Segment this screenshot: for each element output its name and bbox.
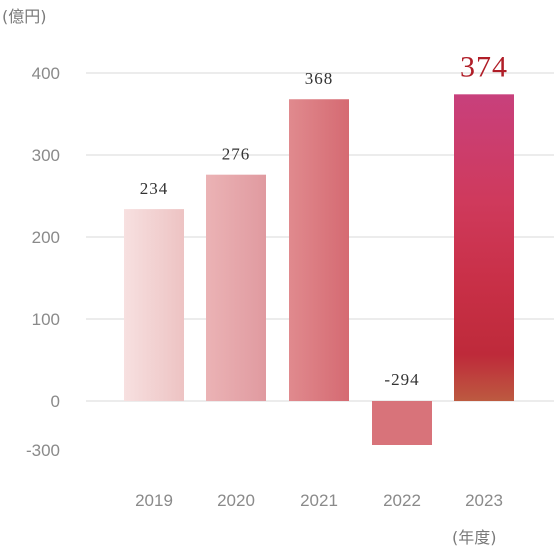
y-tick-label-200: 200 [32, 228, 60, 247]
bar-2019 [124, 209, 184, 401]
value-label-2019: 234 [140, 179, 169, 198]
bar-2023 [454, 94, 514, 401]
x-tick-label-2020: 2020 [217, 491, 255, 510]
value-label-2020: 276 [222, 145, 251, 164]
bar-2020 [206, 174, 266, 401]
y-tick-label-100: 100 [32, 310, 60, 329]
y-tick-label-300: 300 [32, 146, 60, 165]
x-tick-label-2019: 2019 [135, 491, 173, 510]
value-label-2021: 368 [305, 69, 334, 88]
value-label-2022: -294 [384, 370, 419, 389]
bar-2022 [372, 401, 432, 445]
x-axis-unit-label: (年度) [452, 528, 497, 547]
value-label-2023: 374 [460, 50, 508, 83]
bar-2021 [289, 99, 349, 402]
x-tick-label-2022: 2022 [383, 491, 421, 510]
x-tick-label-2021: 2021 [300, 491, 338, 510]
value-labels: 234 276 368 -294 374 [140, 50, 508, 389]
bars [124, 94, 514, 445]
x-tick-label-2023: 2023 [465, 491, 503, 510]
y-axis-ticks: 400 300 200 100 0 -300 [26, 64, 60, 460]
x-axis-ticks: 2019 2020 2021 2022 2023 [135, 491, 503, 510]
y-tick-label--300: -300 [26, 441, 60, 460]
y-tick-label-0: 0 [51, 392, 60, 411]
y-axis-unit-label: (億円) [2, 7, 47, 26]
y-tick-label-400: 400 [32, 64, 60, 83]
